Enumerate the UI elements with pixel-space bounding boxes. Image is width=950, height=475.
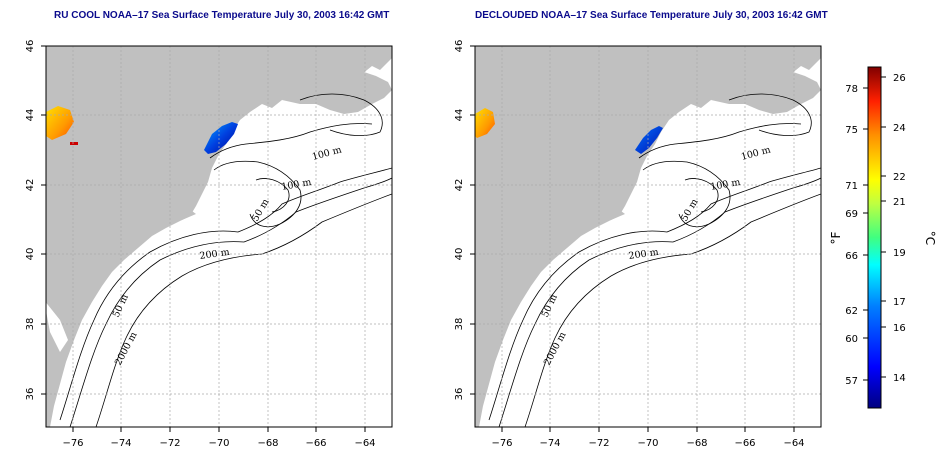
c-tick-label: 14 [893, 373, 906, 384]
contour-label: 100 m [710, 177, 742, 193]
x-tick-label: −70 [208, 438, 229, 449]
c-tick-label: 19 [893, 248, 906, 259]
x-tick-label: −66 [734, 438, 755, 449]
c-tick-label: 24 [893, 123, 906, 134]
c-tick-label: 17 [893, 297, 906, 308]
x-tick-label: −76 [62, 438, 83, 449]
f-tick-label: 71 [845, 181, 858, 192]
celsius-unit: °C [923, 231, 937, 245]
y-tick-label: 44 [454, 109, 465, 122]
y-tick-label: 46 [454, 40, 465, 53]
contour-label: 100 m [281, 177, 313, 193]
temp-patches [475, 108, 663, 154]
right-map: 100 m 100 m 50 m 200 m 50 m 2000 m −76 −… [454, 40, 822, 449]
x-axis: −76 −74 −72 −70 −68 −66 −64 [62, 427, 376, 449]
grid [475, 46, 821, 427]
x-tick-label: −68 [257, 438, 278, 449]
celsius-ticks: 26 24 22 21 19 17 16 14 [881, 73, 906, 384]
contour-label: 200 m [199, 247, 230, 262]
f-tick-label: 57 [845, 376, 858, 387]
y-tick-label: 36 [454, 388, 465, 401]
x-axis: −76 −74 −72 −70 −68 −66 −64 [491, 427, 805, 449]
color-scale [867, 66, 882, 409]
y-tick-label: 38 [454, 318, 465, 331]
y-tick-label: 42 [454, 179, 465, 192]
y-axis: 36 38 40 42 44 46 [454, 40, 475, 401]
c-tick-label: 21 [893, 197, 906, 208]
x-tick-label: −74 [110, 438, 131, 449]
land-mass [475, 46, 821, 427]
c-tick-label: 22 [893, 172, 906, 183]
y-tick-label: 44 [25, 109, 36, 122]
y-tick-label: 40 [454, 248, 465, 261]
x-tick-label: −76 [491, 438, 512, 449]
bathymetry-contours [59, 93, 392, 427]
x-tick-label: −66 [305, 438, 326, 449]
y-tick-label: 46 [25, 40, 36, 53]
x-tick-label: −70 [637, 438, 658, 449]
c-tick-label: 16 [893, 323, 906, 334]
bathymetry-contours [488, 93, 821, 427]
fahrenheit-unit: °F [829, 231, 843, 244]
left-map-title: RU COOL NOAA–17 Sea Surface Temperature … [54, 10, 390, 21]
y-tick-label: 38 [25, 318, 36, 331]
f-tick-label: 75 [845, 125, 858, 136]
x-tick-label: −74 [539, 438, 560, 449]
y-axis: 36 38 40 42 44 46 [25, 40, 46, 401]
x-tick-label: −68 [686, 438, 707, 449]
y-tick-label: 40 [25, 248, 36, 261]
contour-label: 200 m [628, 247, 659, 262]
f-tick-label: 60 [845, 334, 858, 345]
temp-patches [46, 106, 238, 154]
x-tick-label: −64 [783, 438, 804, 449]
f-tick-label: 78 [845, 84, 858, 95]
y-tick-label: 36 [25, 388, 36, 401]
y-tick-label: 42 [25, 179, 36, 192]
f-tick-label: 66 [845, 251, 858, 262]
right-map-title: DECLOUDED NOAA–17 Sea Surface Temperatur… [475, 10, 828, 21]
f-tick-label: 62 [845, 306, 858, 317]
x-tick-label: −72 [159, 438, 180, 449]
land-mass [46, 46, 392, 427]
grid [46, 46, 392, 427]
color-bar: 78 75 71 69 66 62 60 57 26 24 22 21 19 1… [829, 66, 937, 409]
x-tick-label: −64 [354, 438, 375, 449]
c-tick-label: 26 [893, 73, 906, 84]
left-map: 100 m 100 m 50 m 200 m 50 m 2000 m −76 −… [25, 40, 393, 449]
fahrenheit-ticks: 78 75 71 69 66 62 60 57 [845, 84, 868, 387]
f-tick-label: 69 [845, 209, 858, 220]
x-tick-label: −72 [588, 438, 609, 449]
